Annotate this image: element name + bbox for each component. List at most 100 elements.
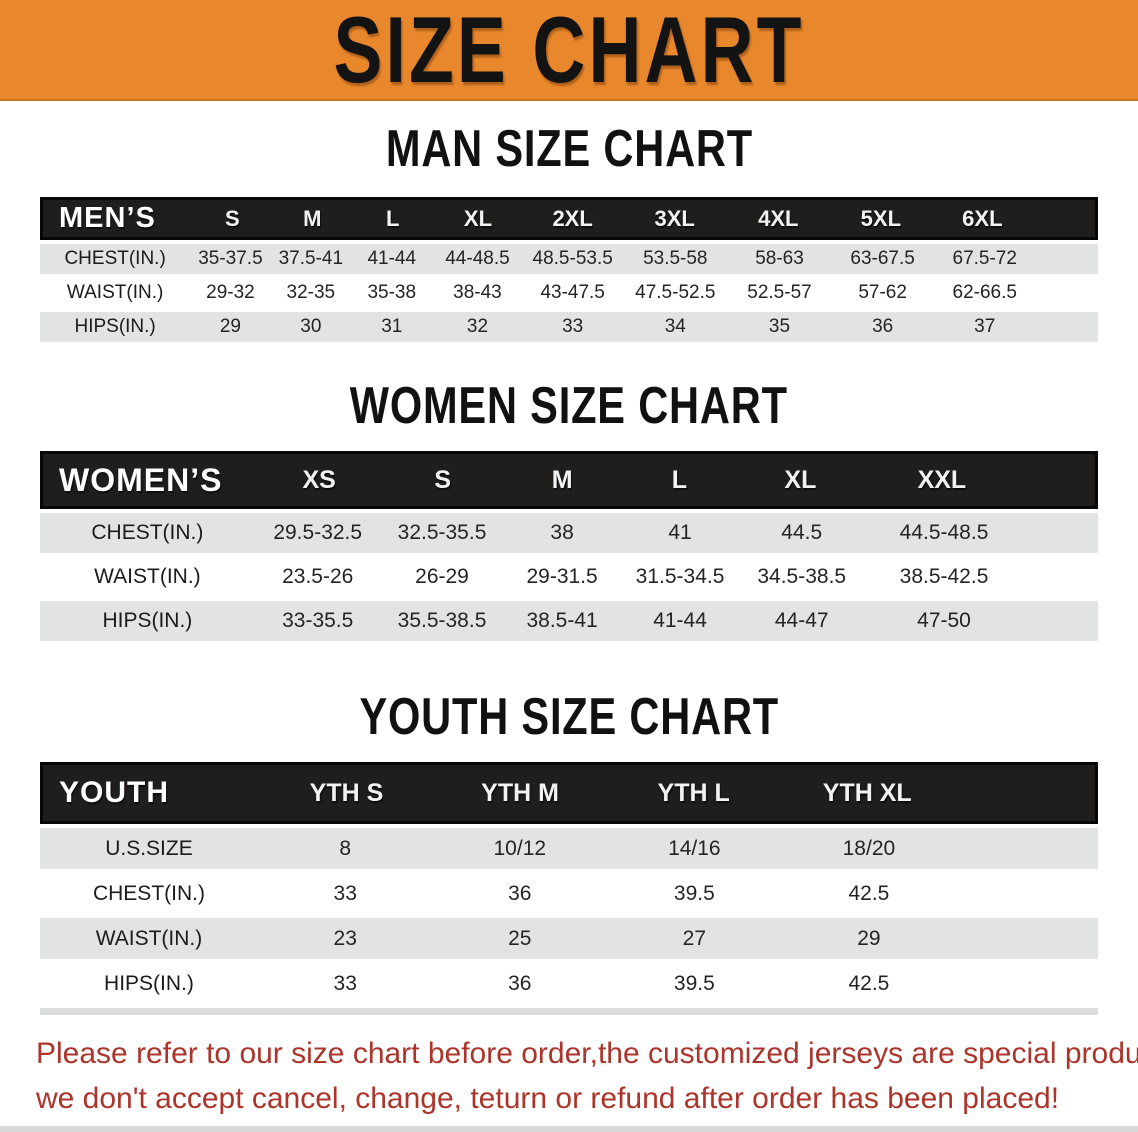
men-value-cell: 67.5-72 (952, 248, 1017, 269)
spacer-cell (1036, 244, 1098, 274)
women-value-cell: 44-47 (774, 609, 829, 632)
men-row-label: CHEST(IN.) (64, 248, 166, 269)
youth-value-cell: 27 (682, 926, 707, 950)
men-value-cell: 34 (664, 316, 686, 337)
youth-row-label: U.S.SIZE (105, 836, 193, 860)
men-value-cell: 52.5-57 (747, 282, 812, 303)
spacer-cell (956, 873, 1098, 914)
women-value-cell: 23.5-26 (282, 565, 354, 588)
men-value-cell: 58-63 (755, 248, 804, 269)
men-table-header-row: MEN’S S M L XL 2XL 3XL 4XL 5XL 6XL (40, 197, 1098, 240)
women-size-column-header: XXL (917, 465, 967, 494)
youth-section-heading: YOUTH SIZE CHART (0, 687, 1138, 747)
youth-value-cell: 33 (333, 971, 357, 995)
men-value-cell: 38-43 (453, 282, 502, 303)
women-section-heading: WOMEN SIZE CHART (0, 376, 1138, 436)
men-value-cell: 48.5-53.5 (532, 248, 613, 269)
women-value-cell: 44.5-48.5 (899, 521, 989, 544)
women-row-label: WAIST(IN.) (94, 565, 201, 588)
youth-size-column-header: YTH XL (822, 778, 912, 807)
women-size-column-header: XS (302, 465, 336, 494)
men-size-table: MEN’S S M L XL 2XL 3XL 4XL 5XL 6XL CHEST(IN.) 35-37… (40, 197, 1098, 342)
women-size-table: WOMEN’S XS S M L XL XXL CHEST(IN.) 29.5-32.5 32.5… (40, 451, 1098, 641)
men-value-cell: 31 (381, 316, 403, 337)
youth-size-column-header: YTH L (657, 778, 730, 807)
youth-value-cell: 39.5 (673, 971, 715, 995)
men-value-cell: 37.5-41 (278, 248, 344, 269)
women-value-cell: 33-35.5 (282, 609, 354, 632)
spacer-cell (1024, 601, 1098, 641)
men-value-cell: 53.5-58 (643, 248, 708, 269)
women-size-column-header: L (671, 465, 688, 494)
men-value-cell: 35-38 (367, 282, 417, 303)
youth-table-row: U.S.SIZE 8 10/12 14/16 18/20 (40, 828, 1098, 869)
men-value-cell: 43-47.5 (540, 282, 605, 303)
women-table-title: WOMEN’S (59, 461, 223, 498)
men-value-cell: 36 (872, 316, 894, 337)
women-value-cell: 26-29 (415, 565, 469, 588)
men-value-cell: 47.5-52.5 (635, 282, 716, 303)
youth-value-cell: 42.5 (848, 971, 890, 995)
women-size-column-header: S (434, 465, 452, 494)
men-value-cell: 62-66.5 (952, 282, 1017, 303)
men-size-column-header: XL (463, 205, 493, 231)
youth-value-cell: 23 (333, 926, 357, 950)
youth-value-cell: 25 (508, 926, 532, 950)
men-value-cell: 44-48.5 (445, 248, 510, 269)
youth-row-label: WAIST(IN.) (95, 926, 203, 950)
men-value-cell: 41-44 (367, 248, 417, 269)
youth-value-cell: 29 (857, 926, 881, 950)
men-size-column-header: L (386, 205, 400, 231)
women-value-cell: 31.5-34.5 (635, 565, 725, 588)
youth-row-label: HIPS(IN.) (104, 971, 194, 995)
men-value-cell: 35 (768, 316, 791, 337)
men-value-cell: 29 (219, 316, 241, 337)
men-value-cell: 29-32 (206, 282, 255, 303)
men-row-label: WAIST(IN.) (66, 282, 164, 303)
men-value-cell: 30 (300, 316, 322, 337)
women-size-column-header: XL (784, 465, 817, 494)
women-size-column-header: M (551, 465, 573, 494)
women-table-row: CHEST(IN.) 29.5-32.5 32.5-35.5 38 41 44.5 44.5… (40, 513, 1098, 553)
banner: SIZE CHART (0, 0, 1138, 101)
men-value-cell: 57-62 (858, 282, 907, 303)
women-value-cell: 35.5-38.5 (397, 609, 487, 632)
banner-title: SIZE CHART (333, 0, 805, 102)
men-value-cell: 32-35 (286, 282, 336, 303)
youth-section-heading-text: YOUTH SIZE CHART (359, 688, 779, 746)
spacer-cell (956, 828, 1098, 869)
spacer-cell (1036, 312, 1098, 342)
section-youth: YOUTH SIZE CHART YOUTH YTH S YTH M YTH L YTH… (0, 687, 1138, 1015)
youth-size-table: YOUTH YTH S YTH M YTH L YTH XL U.S.SIZE 8 10/12… (40, 762, 1098, 1015)
men-table-row: WAIST(IN.) 29-32 32-35 35-38 38-43 43-47.5 47.… (40, 278, 1098, 308)
spacer-cell (956, 918, 1098, 959)
men-size-column-header: M (303, 205, 322, 231)
men-section-heading: MAN SIZE CHART (0, 119, 1138, 179)
spacer-cell (956, 963, 1098, 1004)
women-value-cell: 41-44 (653, 609, 707, 632)
spacer-cell (1021, 454, 1095, 506)
youth-size-column-header: YTH M (481, 778, 559, 807)
youth-value-cell: 10/12 (493, 836, 547, 860)
youth-value-cell: 36 (508, 881, 532, 905)
women-value-cell: 29.5-32.5 (273, 521, 363, 544)
youth-table-row: HIPS(IN.) 33 36 39.5 42.5 (40, 963, 1098, 1004)
men-value-cell: 35-37.5 (198, 248, 263, 269)
section-men: MAN SIZE CHART MEN’S S M L XL 2XL 3XL 4XL 5XL 6XL… (0, 119, 1138, 342)
youth-table-row: WAIST(IN.) 23 25 27 29 (40, 918, 1098, 959)
youth-table-title: YOUTH (59, 776, 169, 809)
youth-size-column-header: YTH S (309, 778, 384, 807)
women-row-label: HIPS(IN.) (102, 609, 193, 632)
section-women: WOMEN SIZE CHART WOMEN’S XS S M L XL XXL CHEST(… (0, 376, 1138, 641)
men-row-label: HIPS(IN.) (74, 316, 156, 337)
youth-table-header-row: YOUTH YTH S YTH M YTH L YTH XL (40, 762, 1098, 824)
youth-value-cell: 33 (333, 881, 357, 905)
men-size-column-header: 3XL (654, 205, 695, 231)
youth-row-label: CHEST(IN.) (92, 881, 205, 905)
men-table-row: CHEST(IN.) 35-37.5 37.5-41 41-44 44-48.5 48.5… (40, 244, 1098, 274)
women-value-cell: 29-31.5 (526, 565, 598, 588)
youth-value-cell: 14/16 (668, 836, 721, 860)
women-value-cell: 38.5-41 (526, 609, 598, 632)
youth-value-cell: 39.5 (673, 881, 715, 905)
spacer-cell (954, 765, 1095, 821)
